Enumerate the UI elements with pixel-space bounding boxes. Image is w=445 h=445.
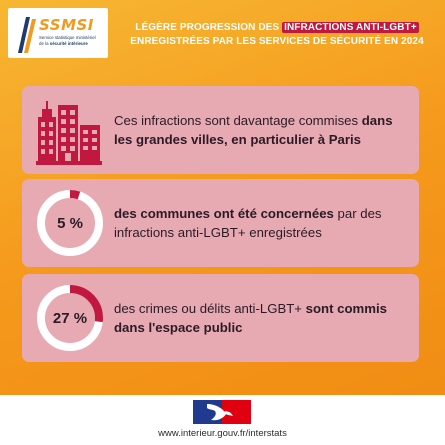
headline-highlight: INFRACTIONS ANTI-LGBT+ bbox=[282, 22, 419, 33]
ring-fill bbox=[37, 190, 103, 256]
card-communes-text: des communes ont été concernées par des … bbox=[114, 204, 407, 242]
card-text-bold: dans les grandes villes, en particulier … bbox=[114, 113, 393, 147]
card-public-space-text: des crimes ou délits anti-LGBT+ sont com… bbox=[114, 299, 407, 337]
ring-value-label: 27 % bbox=[52, 309, 88, 327]
logo-subtitle-line1: Service statistique ministériel bbox=[39, 35, 96, 40]
progress-ring-5-percent bbox=[37, 190, 103, 256]
logo-title: SSMSI bbox=[39, 16, 94, 34]
card-large-cities-text: Ces infractions sont davantage commises … bbox=[114, 111, 407, 149]
city-buildings-icon bbox=[36, 101, 102, 165]
headline: LÉGÈRE PROGRESSION DES INFRACTIONS ANTI-… bbox=[112, 21, 442, 49]
progress-ring-27-percent bbox=[37, 285, 103, 351]
card-text-plain: des crimes ou délits anti-LGBT+ bbox=[114, 301, 306, 316]
ring-value-label: 5 % bbox=[57, 214, 83, 232]
logo-subtitle: Service statistique ministériel de la sé… bbox=[39, 35, 105, 46]
card-text-bold: sont commis dans l'espace public bbox=[114, 301, 388, 335]
footer-url-link[interactable]: www.interieur.gouv.fr/interstats bbox=[158, 428, 287, 439]
ssmsi-logo: SSMSI Service statistique ministériel de… bbox=[8, 8, 108, 58]
logo-subtitle-line2-bold: sécurité intérieure bbox=[49, 40, 88, 46]
card-text-plain: par des infractions anti-LGBT+ enregistr… bbox=[114, 206, 382, 240]
header: SSMSI Service statistique ministériel de… bbox=[0, 0, 445, 70]
french-republic-flag-icon bbox=[193, 400, 251, 424]
card-public-space: 27 % des crimes ou délits anti-LGBT+ son… bbox=[22, 274, 419, 362]
headline-line1-prefix: LÉGÈRE PROGRESSION DES bbox=[135, 22, 283, 33]
logo-subtitle-line2-prefix: de la bbox=[39, 40, 50, 46]
card-text-plain: Ces infractions sont davantage commises bbox=[114, 113, 362, 128]
card-communes: 5 % des communes ont été concernées par … bbox=[22, 179, 419, 267]
card-large-cities: Ces infractions sont davantage commises … bbox=[22, 86, 419, 174]
footer: www.interieur.gouv.fr/interstats bbox=[0, 395, 445, 445]
headline-line2: ENREGISTRÉES PAR LES SERVICES DE SÉCURIT… bbox=[130, 36, 424, 47]
ring-fill bbox=[37, 285, 103, 351]
card-text-bold: des communes ont été concernées bbox=[114, 206, 334, 221]
ssmsi-logo-mark-icon bbox=[18, 17, 36, 53]
